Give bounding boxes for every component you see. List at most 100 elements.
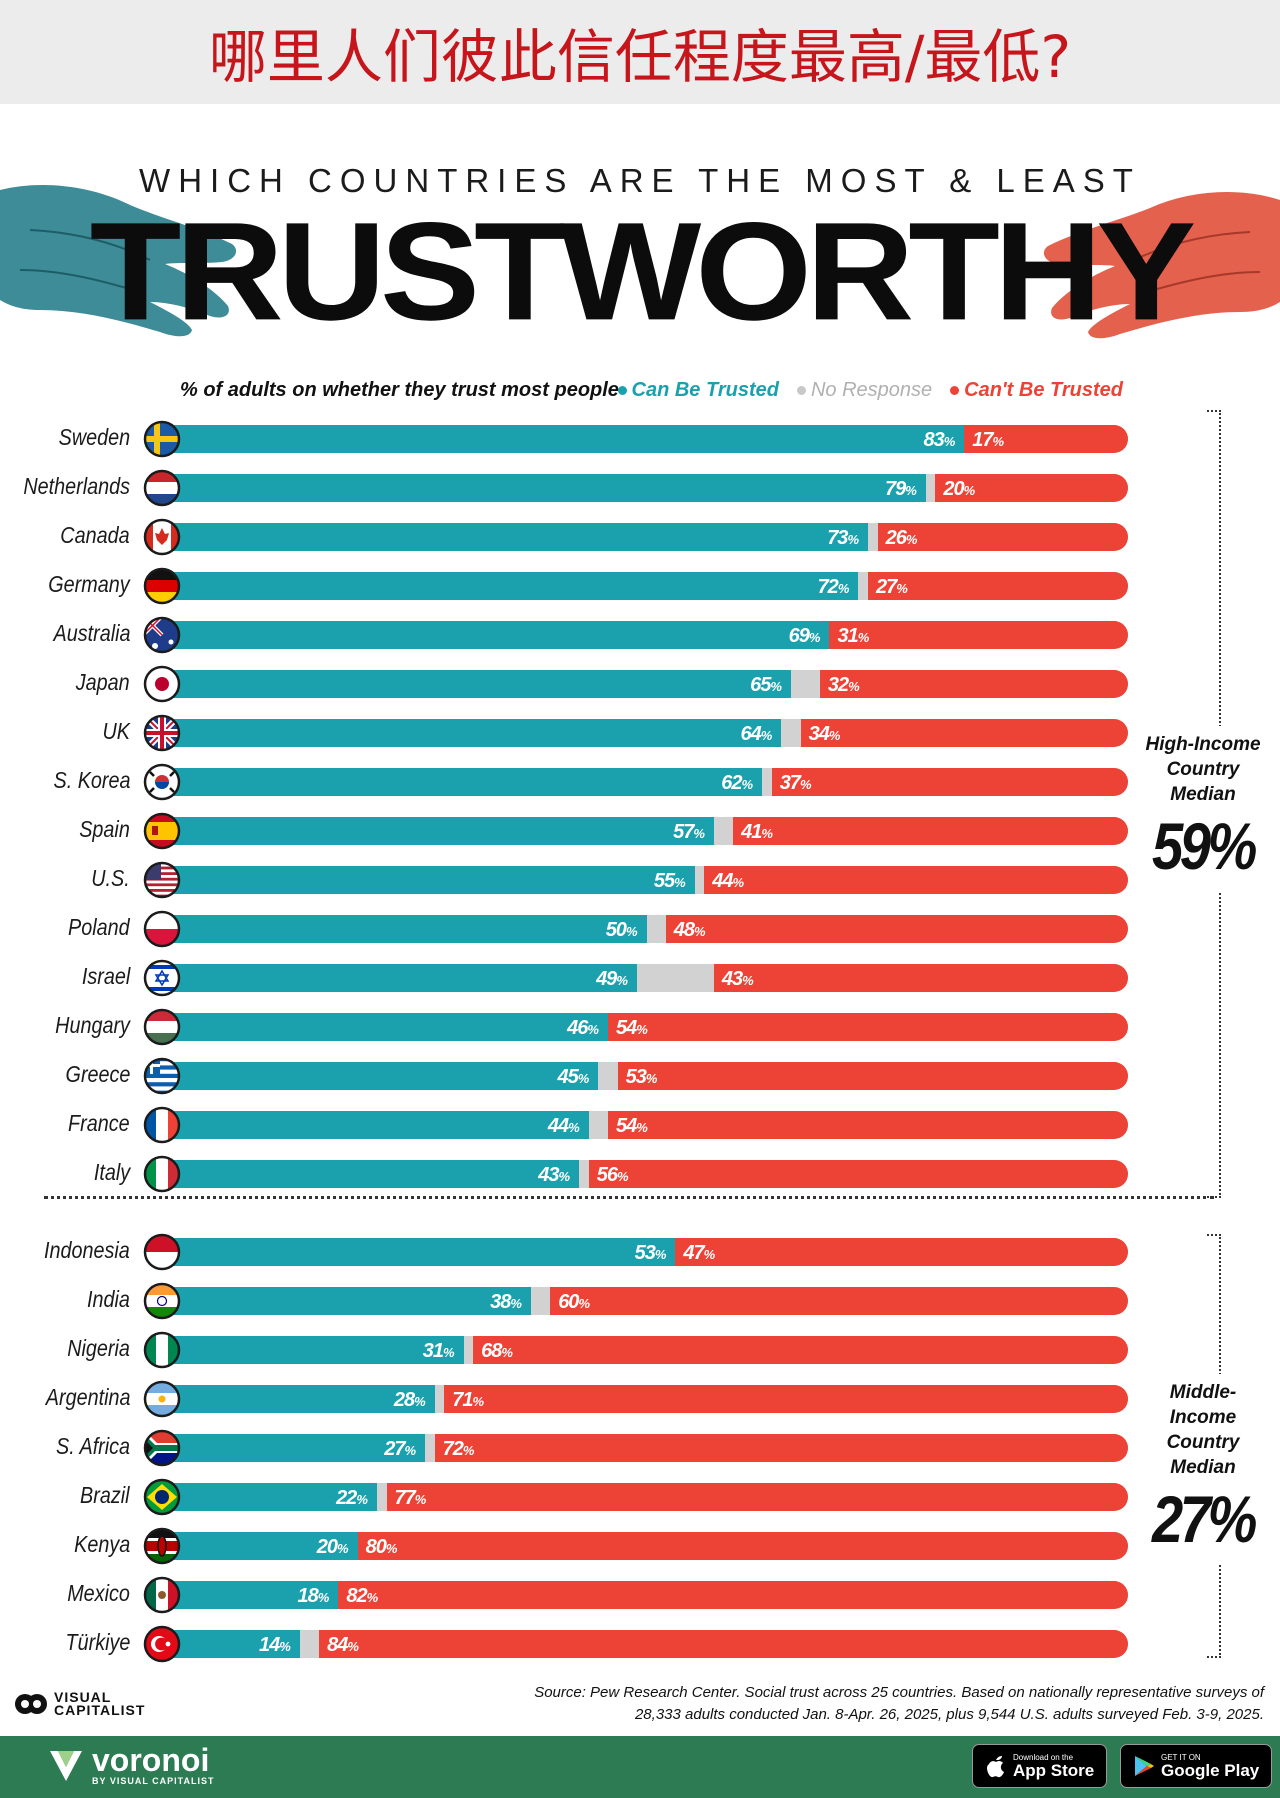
chart-subtitle: % of adults on whether they trust most p…	[180, 379, 619, 401]
chart-row: Argentina 28% 71%	[0, 1380, 1280, 1418]
not-trusted-value: 17	[972, 429, 993, 451]
mexico-flag-icon	[143, 1576, 181, 1614]
bar-trusted	[165, 621, 830, 649]
bar-not-trusted	[704, 866, 1128, 894]
not-trusted-value: 48	[673, 919, 695, 941]
bar-track: 22% 77%	[165, 1483, 1128, 1511]
canada-flag-icon	[143, 518, 181, 556]
bar-trusted	[165, 474, 926, 502]
india-flag-icon	[143, 1282, 181, 1320]
not-trusted-value: 32	[827, 674, 849, 696]
spain-flag-icon	[143, 812, 181, 850]
israel-flag-icon	[143, 959, 181, 997]
bar-not-trusted	[829, 621, 1128, 649]
chart-row: U.S. 55% 44%	[0, 861, 1280, 899]
app-store-button[interactable]: Download on the App Store	[972, 1744, 1108, 1788]
chart-row: Japan 65% 32%	[0, 665, 1280, 703]
trusted-value: 38	[490, 1291, 511, 1313]
not-trusted-value: 53	[625, 1066, 647, 1088]
not-trusted-value: 34	[808, 723, 830, 745]
bar-not-trusted	[733, 817, 1128, 845]
country-label: Brazil	[80, 1482, 130, 1508]
trusted-value: 53	[634, 1242, 656, 1264]
trusted-value: 65	[750, 674, 771, 696]
uk-flag-icon	[143, 714, 181, 752]
trusted-value: 46	[567, 1017, 588, 1039]
middle-income-median-value: 27%	[1151, 1482, 1257, 1556]
bar-not-trusted	[357, 1532, 1128, 1560]
data-label-trusted: 45%	[557, 1066, 590, 1088]
trusted-value: 55	[653, 870, 675, 892]
data-label-trusted: 27%	[384, 1438, 416, 1460]
bar-trusted	[165, 1287, 531, 1315]
data-label-trusted: 83%	[923, 429, 955, 451]
bar-track: 83% 17%	[165, 425, 1128, 453]
data-label-trusted: 44%	[547, 1115, 580, 1137]
trusted-value: 72	[817, 576, 839, 598]
country-label: Japan	[76, 669, 130, 695]
bar-not-trusted	[935, 474, 1128, 502]
turkiye-flag-icon	[143, 1625, 181, 1663]
voronoi-v-icon	[50, 1751, 82, 1781]
bar-track: 18% 82%	[165, 1581, 1128, 1609]
bar-track: 27% 72%	[165, 1434, 1128, 1462]
chart-row: S. Korea 62% 37%	[0, 763, 1280, 801]
data-label-not-trusted: 72%	[442, 1438, 475, 1460]
nigeria-flag-icon	[143, 1331, 181, 1369]
trusted-value: 50	[605, 919, 627, 941]
us-flag-icon	[143, 861, 181, 899]
bar-track: 28% 71%	[165, 1385, 1128, 1413]
country-label: Australia	[53, 620, 130, 646]
voronoi-logo[interactable]: voronoi BY VISUAL CAPITALIST	[46, 1744, 215, 1786]
data-label-not-trusted: 71%	[452, 1389, 484, 1411]
south-korea-flag-icon	[143, 763, 181, 801]
data-label-trusted: 53%	[634, 1242, 667, 1264]
chart-row: Mexico 18% 82%	[0, 1576, 1280, 1614]
bar-track: 57% 41%	[165, 817, 1128, 845]
trusted-value: 64	[740, 723, 762, 745]
country-label: S. Africa	[55, 1433, 130, 1459]
data-label-not-trusted: 26%	[885, 527, 918, 549]
data-label-not-trusted: 53%	[625, 1066, 658, 1088]
country-label: Nigeria	[67, 1335, 130, 1361]
bar-track: 73% 26%	[165, 523, 1128, 551]
not-trusted-value: 80	[365, 1536, 387, 1558]
chart-row: Kenya 20% 80%	[0, 1527, 1280, 1565]
bar-not-trusted	[868, 572, 1128, 600]
not-trusted-value: 20	[943, 478, 964, 500]
bar-trusted	[165, 572, 859, 600]
not-trusted-value: 71	[452, 1389, 473, 1411]
country-label: Hungary	[55, 1012, 130, 1038]
google-play-button[interactable]: GET IT ON Google Play	[1120, 1744, 1273, 1788]
trusted-value: 57	[673, 821, 694, 843]
data-label-not-trusted: 32%	[827, 674, 860, 696]
voronoi-by: BY VISUAL CAPITALIST	[92, 1776, 215, 1786]
not-trusted-value: 27	[875, 576, 897, 598]
data-label-trusted: 20%	[316, 1536, 349, 1558]
bar-track: 38% 60%	[165, 1287, 1128, 1315]
bar-track: 49% 43%	[165, 964, 1128, 992]
bar-track: 46% 54%	[165, 1013, 1128, 1041]
japan-flag-icon	[143, 665, 181, 703]
bar-trusted	[165, 1111, 589, 1139]
data-label-not-trusted: 80%	[365, 1536, 398, 1558]
trusted-value: 69	[788, 625, 810, 647]
bar-trusted	[165, 1385, 435, 1413]
source-note: Source: Pew Research Center. Social trus…	[534, 1684, 1264, 1723]
bar-trusted	[165, 964, 637, 992]
data-label-not-trusted: 54%	[615, 1017, 648, 1039]
data-label-trusted: 55%	[653, 870, 686, 892]
chart-row: Greece 45% 53%	[0, 1057, 1280, 1095]
bar-not-trusted	[964, 425, 1128, 453]
data-label-not-trusted: 37%	[779, 772, 812, 794]
country-label: Netherlands	[23, 473, 130, 499]
indonesia-flag-icon	[143, 1233, 181, 1271]
chinese-title-banner: 哪里人们彼此信任程度最高/最低?	[0, 0, 1280, 104]
bar-trusted	[165, 1336, 464, 1364]
not-trusted-value: 41	[741, 821, 762, 843]
group-divider	[44, 1196, 1214, 1199]
not-trusted-value: 37	[779, 772, 801, 794]
data-label-not-trusted: 47%	[683, 1242, 715, 1264]
data-label-not-trusted: 56%	[596, 1164, 629, 1186]
data-label-not-trusted: 82%	[346, 1585, 378, 1607]
